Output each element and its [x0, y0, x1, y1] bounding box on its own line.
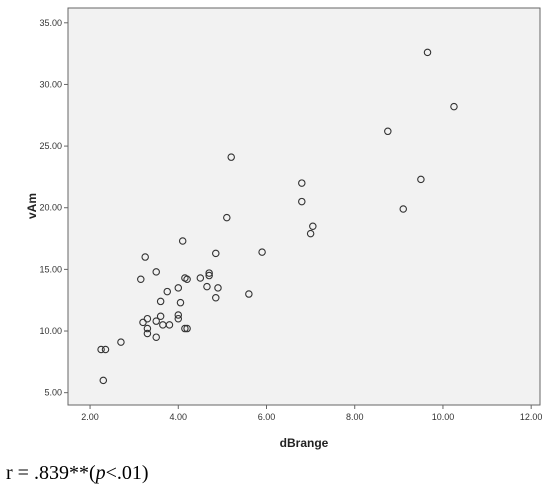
- data-point: [117, 338, 125, 346]
- y-axis-label: vAm: [25, 193, 39, 219]
- data-point: [417, 175, 425, 184]
- data-point: [399, 205, 408, 213]
- data-point: [141, 253, 149, 261]
- data-point: [137, 275, 145, 283]
- data-point: [165, 321, 174, 329]
- x-tick-label: 8.00: [346, 412, 364, 422]
- y-tick-label: 30.00: [39, 79, 62, 89]
- data-point: [245, 290, 253, 298]
- data-point: [176, 298, 185, 307]
- data-point: [143, 314, 152, 323]
- x-tick-label: 6.00: [258, 412, 276, 422]
- data-point: [156, 312, 165, 320]
- chart-svg: 2.00 4.00 6.00 8.00 10.00 12.00 5.00 10.00 15.0…: [25, 7, 542, 450]
- data-point: [174, 314, 183, 323]
- data-point: [203, 282, 211, 291]
- y-tick-label: 25.00: [39, 141, 62, 151]
- data-point: [174, 284, 183, 292]
- data-point: [99, 376, 108, 385]
- data-point: [309, 222, 317, 230]
- data-point: [196, 274, 205, 282]
- x-axis-label: dBrange: [280, 436, 329, 450]
- data-point: [139, 318, 147, 327]
- data-point: [163, 287, 172, 296]
- data-point: [97, 345, 105, 354]
- plot-area: [67, 7, 541, 406]
- data-point: [181, 324, 189, 333]
- data-point: [205, 271, 213, 280]
- data-point: [152, 317, 160, 325]
- data-point: [258, 248, 266, 256]
- data-point: [450, 102, 458, 111]
- y-tick-label: 15.00: [39, 264, 62, 274]
- data-point: [143, 324, 152, 333]
- data-point: [223, 213, 231, 222]
- x-tick-label: 4.00: [170, 412, 188, 422]
- data-point: [298, 179, 306, 187]
- y-tick-label: 20.00: [39, 203, 62, 213]
- data-point: [183, 324, 191, 333]
- correlation-caption: r = .839**(p<.01): [6, 462, 149, 485]
- y-tick-label: 5.00: [44, 388, 62, 398]
- caption-suffix: <.01): [105, 462, 149, 484]
- data-point: [143, 329, 152, 338]
- data-point: [212, 293, 220, 302]
- data-point: [101, 345, 110, 354]
- y-axis: 5.00 10.00 15.00 20.00 25.00 30.00 35.00: [39, 18, 68, 398]
- data-point: [306, 229, 315, 238]
- x-axis: 2.00 4.00 6.00 8.00 10.00 12.00: [81, 405, 542, 422]
- data-points: [97, 48, 458, 385]
- data-point: [156, 297, 165, 306]
- data-point: [152, 333, 160, 341]
- data-point: [212, 249, 220, 258]
- data-point: [183, 275, 191, 283]
- x-tick-label: 12.00: [520, 412, 543, 422]
- data-point: [214, 284, 222, 292]
- data-point: [178, 237, 187, 245]
- x-tick-label: 2.00: [81, 412, 99, 422]
- data-point: [152, 268, 160, 276]
- data-point: [205, 269, 213, 277]
- data-point: [298, 197, 306, 206]
- caption-p-symbol: p: [95, 462, 106, 484]
- data-point: [227, 153, 235, 161]
- caption-prefix: r = .839**(: [6, 462, 96, 484]
- data-point: [174, 311, 183, 319]
- x-tick-label: 10.00: [432, 412, 455, 422]
- data-point: [423, 48, 432, 57]
- scatter-chart: 2.00 4.00 6.00 8.00 10.00 12.00 5.00 10.00 15.0…: [25, 7, 542, 450]
- data-point: [384, 127, 392, 136]
- y-tick-label: 10.00: [39, 326, 62, 336]
- y-tick-label: 35.00: [39, 18, 62, 28]
